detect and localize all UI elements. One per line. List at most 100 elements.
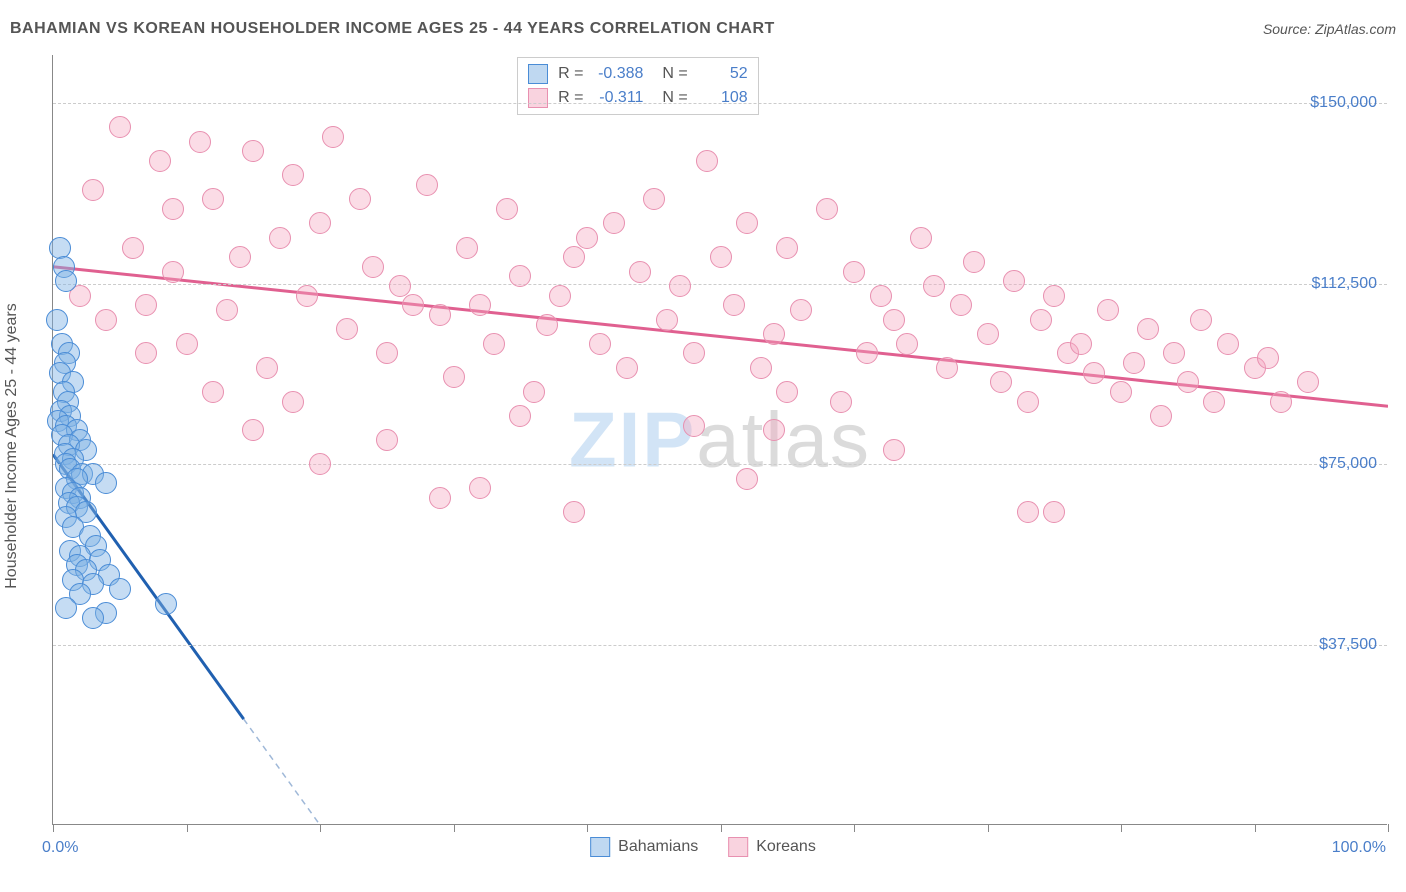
- data-point: [95, 309, 117, 331]
- x-tick: [1388, 824, 1389, 832]
- gridline: [53, 464, 1387, 465]
- data-point: [936, 357, 958, 379]
- data-point: [109, 578, 131, 600]
- data-point: [443, 366, 465, 388]
- data-point: [149, 150, 171, 172]
- data-point: [202, 188, 224, 210]
- data-point: [282, 164, 304, 186]
- correlation-stats-box: R =-0.388 N =52R =-0.311 N =108: [517, 57, 759, 115]
- data-point: [309, 453, 331, 475]
- data-point: [1003, 270, 1025, 292]
- data-point: [750, 357, 772, 379]
- data-point: [816, 198, 838, 220]
- data-point: [910, 227, 932, 249]
- data-point: [643, 188, 665, 210]
- data-point: [82, 607, 104, 629]
- data-point: [429, 304, 451, 326]
- data-point: [296, 285, 318, 307]
- data-point: [536, 314, 558, 336]
- data-point: [549, 285, 571, 307]
- data-point: [135, 342, 157, 364]
- data-point: [376, 429, 398, 451]
- data-point: [589, 333, 611, 355]
- data-point: [256, 357, 278, 379]
- data-point: [1217, 333, 1239, 355]
- watermark-zip: ZIP: [569, 395, 696, 483]
- plot-area: ZIPatlas R =-0.388 N =52R =-0.311 N =108…: [52, 55, 1387, 825]
- data-point: [683, 415, 705, 437]
- data-point: [776, 237, 798, 259]
- x-tick: [1255, 824, 1256, 832]
- stat-n-label: N =: [653, 89, 687, 107]
- data-point: [376, 342, 398, 364]
- data-point: [1043, 501, 1065, 523]
- data-point: [883, 439, 905, 461]
- stat-n-value: 52: [698, 65, 748, 83]
- x-tick: [721, 824, 722, 832]
- data-point: [82, 179, 104, 201]
- data-point: [55, 270, 77, 292]
- data-point: [55, 597, 77, 619]
- data-point: [135, 294, 157, 316]
- data-point: [322, 126, 344, 148]
- data-point: [456, 237, 478, 259]
- data-point: [1177, 371, 1199, 393]
- chart-header: BAHAMIAN VS KOREAN HOUSEHOLDER INCOME AG…: [10, 20, 1396, 38]
- data-point: [1030, 309, 1052, 331]
- data-point: [1270, 391, 1292, 413]
- data-point: [576, 227, 598, 249]
- data-point: [950, 294, 972, 316]
- y-tick-label: $150,000: [1310, 94, 1377, 112]
- stat-r-value: -0.311: [593, 89, 643, 107]
- data-point: [563, 501, 585, 523]
- data-point: [1137, 318, 1159, 340]
- data-point: [496, 198, 518, 220]
- data-point: [629, 261, 651, 283]
- data-point: [923, 275, 945, 297]
- data-point: [883, 309, 905, 331]
- x-tick: [854, 824, 855, 832]
- legend-swatch: [728, 837, 748, 857]
- data-point: [46, 309, 68, 331]
- data-point: [336, 318, 358, 340]
- data-point: [509, 265, 531, 287]
- gridline: [53, 284, 1387, 285]
- data-point: [896, 333, 918, 355]
- data-point: [189, 131, 211, 153]
- chart-source: Source: ZipAtlas.com: [1263, 21, 1396, 37]
- data-point: [229, 246, 251, 268]
- data-point: [1150, 405, 1172, 427]
- data-point: [1017, 501, 1039, 523]
- data-point: [176, 333, 198, 355]
- data-point: [469, 294, 491, 316]
- data-point: [362, 256, 384, 278]
- data-point: [1070, 333, 1092, 355]
- data-point: [216, 299, 238, 321]
- data-point: [1163, 342, 1185, 364]
- x-tick: [454, 824, 455, 832]
- data-point: [309, 212, 331, 234]
- legend-swatch: [528, 64, 548, 84]
- data-point: [696, 150, 718, 172]
- x-tick: [320, 824, 321, 832]
- chart-title: BAHAMIAN VS KOREAN HOUSEHOLDER INCOME AG…: [10, 20, 775, 38]
- data-point: [269, 227, 291, 249]
- data-point: [202, 381, 224, 403]
- data-point: [95, 472, 117, 494]
- data-point: [1203, 391, 1225, 413]
- watermark: ZIPatlas: [569, 394, 871, 485]
- x-axis-min-label: 0.0%: [42, 839, 78, 857]
- data-point: [1190, 309, 1212, 331]
- data-point: [790, 299, 812, 321]
- gridline: [53, 645, 1387, 646]
- x-tick: [587, 824, 588, 832]
- data-point: [1110, 381, 1132, 403]
- data-point: [669, 275, 691, 297]
- legend-swatch: [590, 837, 610, 857]
- data-point: [656, 309, 678, 331]
- data-point: [763, 419, 785, 441]
- data-point: [563, 246, 585, 268]
- data-point: [162, 261, 184, 283]
- x-axis-max-label: 100.0%: [1332, 839, 1386, 857]
- data-point: [509, 405, 531, 427]
